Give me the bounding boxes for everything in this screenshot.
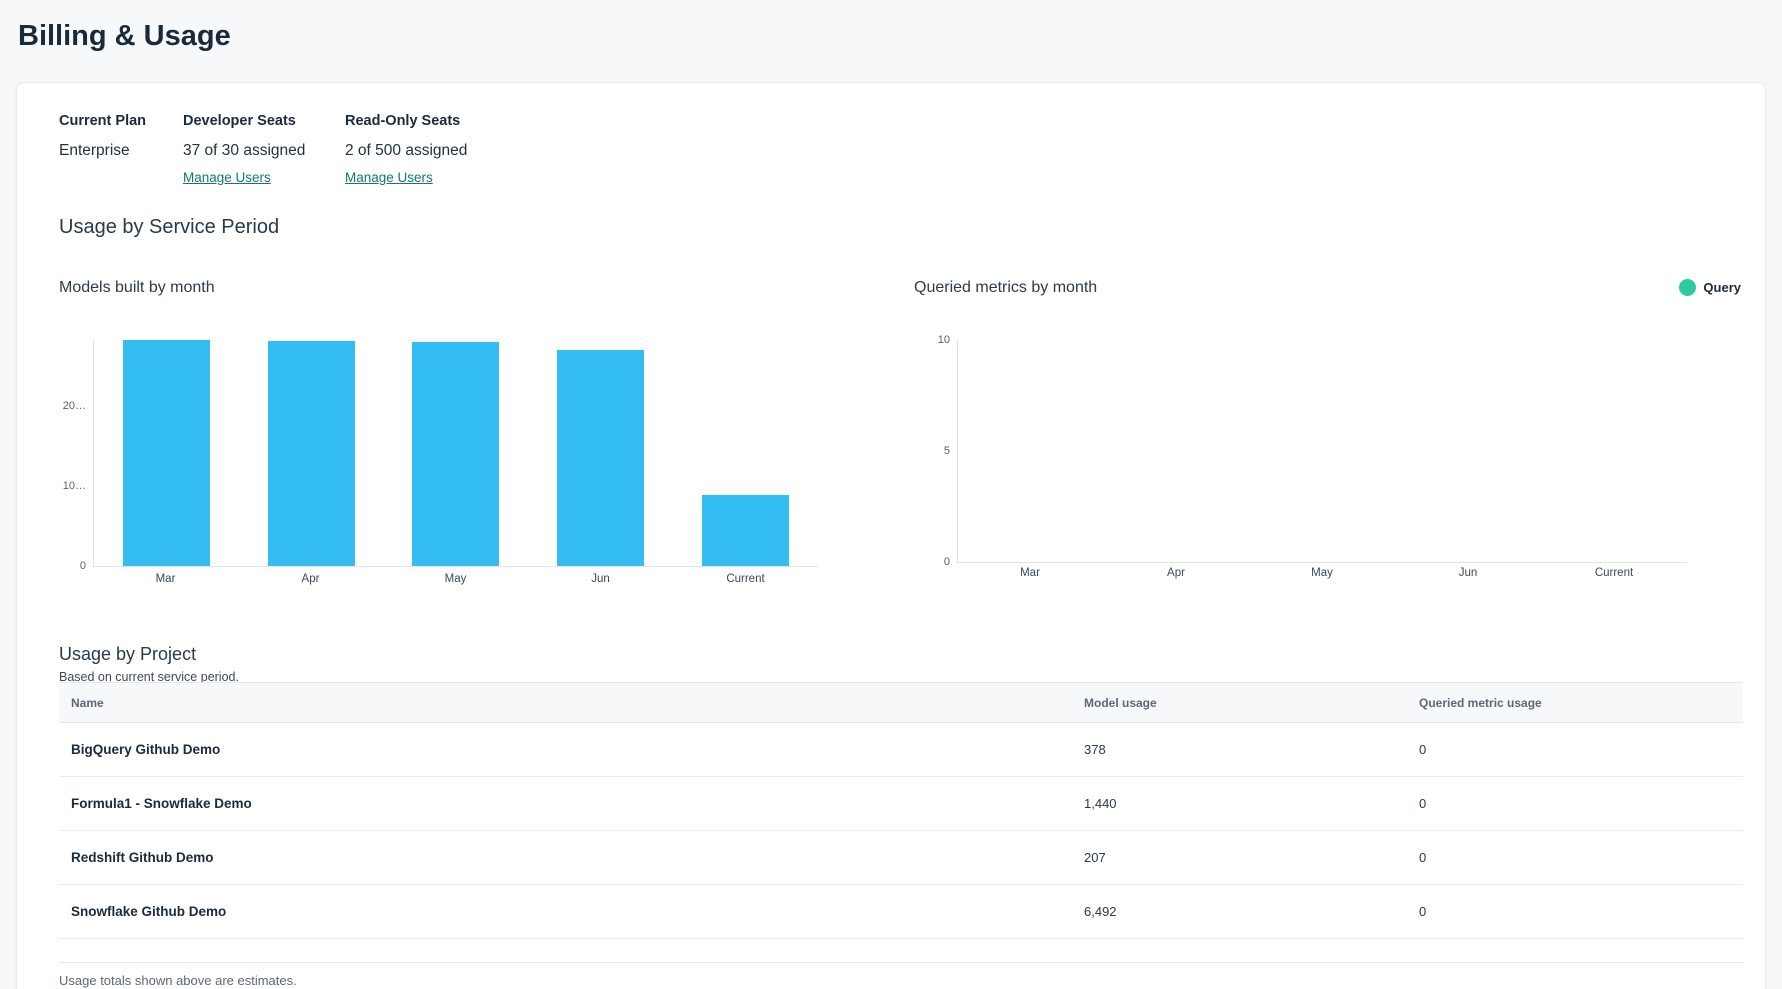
billing-card: Current Plan Enterprise Developer Seats … xyxy=(16,82,1766,989)
chart-bar-jun xyxy=(557,350,645,566)
current-plan-column: Current Plan Enterprise xyxy=(59,113,183,187)
x-axis-label: May xyxy=(1311,567,1333,579)
model-usage-cell: 6,492 xyxy=(1072,884,1407,939)
current-plan-value: Enterprise xyxy=(59,142,130,159)
models-chart-plot: 0 10… 20… xyxy=(63,340,818,572)
model-usage-cell: 378 xyxy=(1072,722,1407,777)
bar-slot xyxy=(239,340,384,566)
readonly-seats-column: Read-Only Seats 2 of 500 assigned Manage… xyxy=(345,113,467,187)
readonly-seats-value: 2 of 500 assigned xyxy=(345,142,468,159)
query-legend: Query xyxy=(1679,279,1741,296)
table-row: Snowflake Github Demo 6,492 0 xyxy=(59,884,1743,939)
chart-bar-current xyxy=(702,495,790,566)
bar-slot xyxy=(528,340,673,566)
chart-bar-may xyxy=(412,342,500,566)
bar-slot xyxy=(1250,340,1396,562)
models-chart-xaxis: Mar Apr May Jun Current xyxy=(93,573,818,585)
model-usage-cell: 1,440 xyxy=(1072,776,1407,831)
table-row: Formula1 - Snowflake Demo 1,440 0 xyxy=(59,776,1743,831)
bar-slot xyxy=(1541,340,1687,562)
project-name-cell: Redshift Github Demo xyxy=(59,830,1072,885)
bar-slot xyxy=(673,340,818,566)
y-axis-tick-label: 20… xyxy=(62,400,86,413)
x-axis-label: May xyxy=(444,573,467,585)
column-header-model-usage: Model usage xyxy=(1072,682,1407,723)
table-header-row: Name Model usage Queried metric usage xyxy=(59,682,1743,723)
bar-slot xyxy=(1395,340,1541,562)
developer-seats-label: Developer Seats xyxy=(183,113,296,129)
usage-by-project-heading: Usage by Project xyxy=(59,644,197,664)
table-row: Redshift Github Demo 207 0 xyxy=(59,830,1743,885)
queries-chart-xaxis: Mar Apr May Jun Current xyxy=(957,567,1687,579)
current-plan-label: Current Plan xyxy=(59,113,147,129)
chart-bar-mar xyxy=(122,340,210,566)
chart-bar-apr xyxy=(267,341,355,566)
x-axis-label: Apr xyxy=(1167,567,1185,579)
usage-by-project-subheading: Based on current service period. xyxy=(59,670,239,684)
model-usage-cell: 207 xyxy=(1072,830,1407,885)
y-axis-tick-label: 0 xyxy=(943,556,950,568)
projects-table: Name Model usage Queried metric usage Bi… xyxy=(59,682,1743,939)
manage-users-link-readonly[interactable]: Manage Users xyxy=(345,170,433,185)
x-axis-label: Jun xyxy=(591,573,610,585)
queried-metric-usage-cell: 0 xyxy=(1407,776,1743,831)
query-legend-label: Query xyxy=(1703,280,1741,295)
y-axis-tick-label: 10… xyxy=(62,480,86,493)
queried-metric-usage-cell: 0 xyxy=(1407,722,1743,777)
query-legend-dot-icon xyxy=(1679,279,1697,296)
usage-by-service-period-heading: Usage by Service Period xyxy=(59,216,280,238)
x-axis-label: Mar xyxy=(1020,567,1040,579)
queries-chart-plot: 0 5 10 xyxy=(938,334,1687,568)
x-axis-label: Current xyxy=(1594,567,1634,579)
project-name-cell: Snowflake Github Demo xyxy=(59,884,1072,939)
project-name-cell: BigQuery Github Demo xyxy=(59,722,1072,777)
queried-metric-usage-cell: 0 xyxy=(1407,884,1743,939)
queries-chart-title: Queried metrics by month xyxy=(914,279,1098,296)
developer-seats-value: 37 of 30 assigned xyxy=(183,142,306,159)
x-axis-label: Apr xyxy=(301,573,320,585)
y-axis-tick-label: 0 xyxy=(79,560,86,572)
plan-summary: Current Plan Enterprise Developer Seats … xyxy=(59,113,467,187)
y-axis-tick-label: 5 xyxy=(943,445,950,457)
project-name-cell: Formula1 - Snowflake Demo xyxy=(59,776,1072,831)
bar-slot xyxy=(384,340,529,566)
x-axis-label: Current xyxy=(726,573,765,585)
column-header-name: Name xyxy=(59,682,1072,723)
bar-slot xyxy=(94,340,239,566)
x-axis-label: Mar xyxy=(155,573,176,585)
y-axis-tick-label: 10 xyxy=(937,334,950,346)
x-axis-label: Jun xyxy=(1458,567,1478,579)
page-title: Billing & Usage xyxy=(18,20,231,52)
readonly-seats-label: Read-Only Seats xyxy=(345,113,461,129)
bar-slot xyxy=(1104,340,1250,562)
usage-estimates-footnote: Usage totals shown above are estimates. xyxy=(59,973,297,988)
manage-users-link-developer[interactable]: Manage Users xyxy=(183,170,271,185)
bar-slot xyxy=(958,340,1104,562)
footer-divider xyxy=(59,962,1743,963)
column-header-queried-metric-usage: Queried metric usage xyxy=(1407,682,1743,723)
queried-metric-usage-cell: 0 xyxy=(1407,830,1743,885)
table-row: BigQuery Github Demo 378 0 xyxy=(59,722,1743,777)
models-chart-title: Models built by month xyxy=(59,279,215,296)
developer-seats-column: Developer Seats 37 of 30 assigned Manage… xyxy=(183,113,345,187)
